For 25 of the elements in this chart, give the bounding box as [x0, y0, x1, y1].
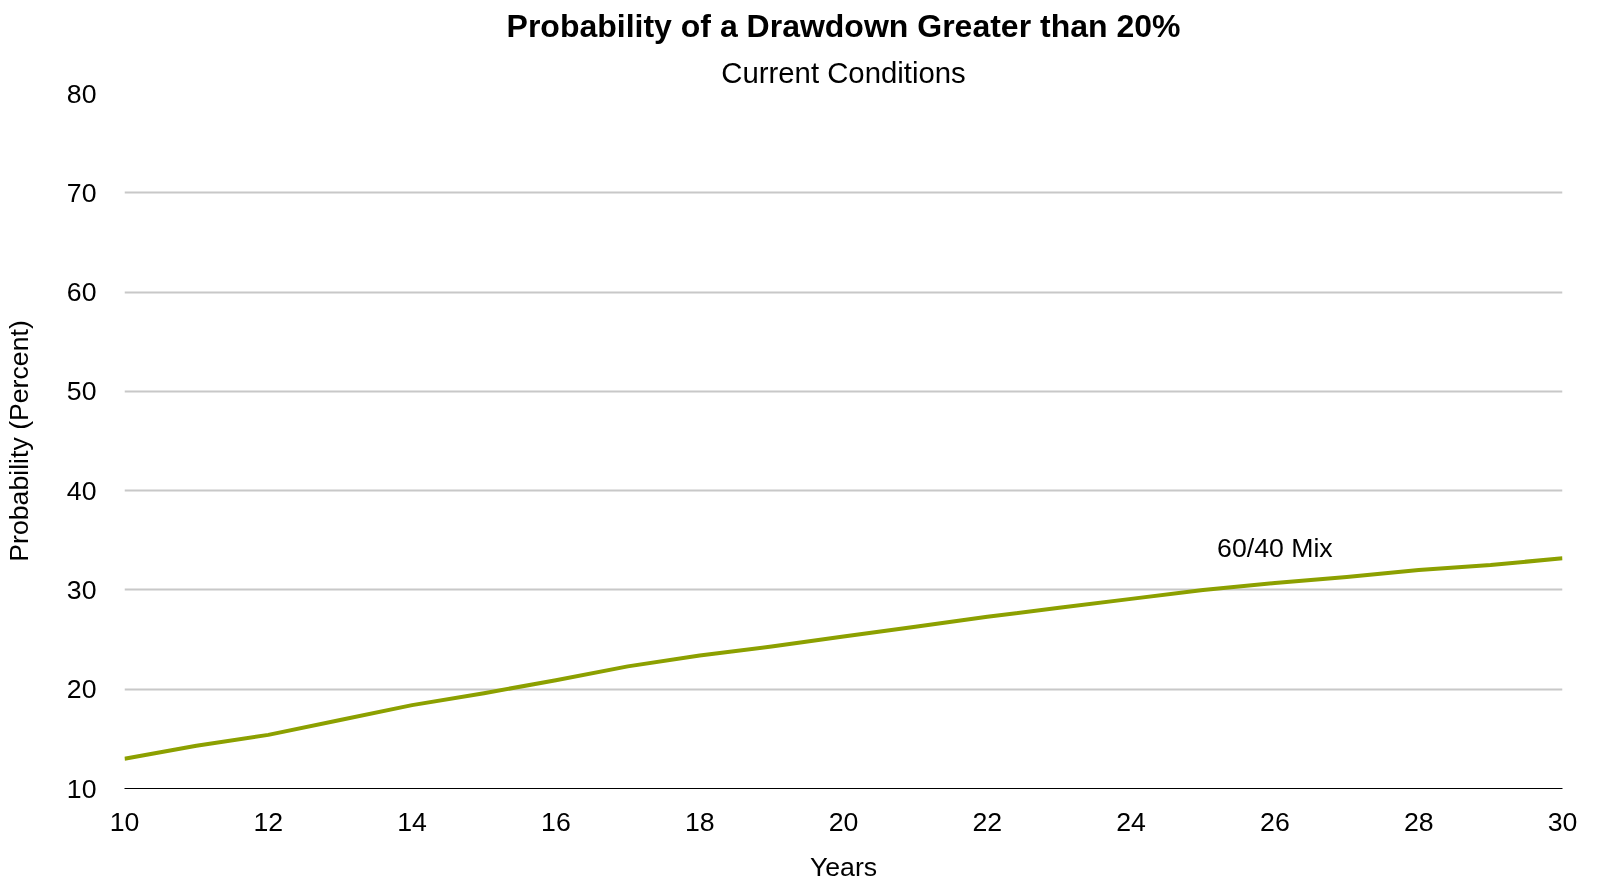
- y-tick-label: 30: [66, 574, 97, 605]
- y-tick-label: 80: [66, 78, 97, 109]
- x-tick-label: 18: [684, 806, 715, 837]
- y-tick-label: 60: [66, 277, 97, 308]
- x-tick-label: 20: [828, 806, 859, 837]
- x-tick-label: 24: [1116, 806, 1147, 837]
- x-tick-label: 14: [397, 806, 428, 837]
- x-axis-title: Years: [809, 851, 878, 882]
- series-label: 60/40 Mix: [1217, 533, 1334, 564]
- y-tick-label: 10: [66, 773, 97, 804]
- x-tick-label: 12: [253, 806, 284, 837]
- chart-subtitle: Current Conditions: [721, 55, 966, 89]
- y-tick-label: 70: [66, 177, 97, 208]
- x-tick-label: 10: [109, 806, 140, 837]
- x-tick-label: 28: [1403, 806, 1434, 837]
- chart-title: Probability of a Drawdown Greater than 20%: [506, 7, 1181, 44]
- y-axis-title: Probability (Percent): [3, 320, 34, 562]
- x-tick-label: 16: [541, 806, 571, 837]
- x-tick-label: 30: [1547, 806, 1578, 837]
- y-tick-label: 20: [66, 674, 97, 705]
- x-tick-label: 22: [972, 806, 1003, 837]
- line-series: [124, 556, 1563, 761]
- x-tick-label: 26: [1260, 806, 1290, 837]
- y-tick-label: 40: [66, 475, 97, 506]
- y-tick-label: 50: [66, 376, 97, 407]
